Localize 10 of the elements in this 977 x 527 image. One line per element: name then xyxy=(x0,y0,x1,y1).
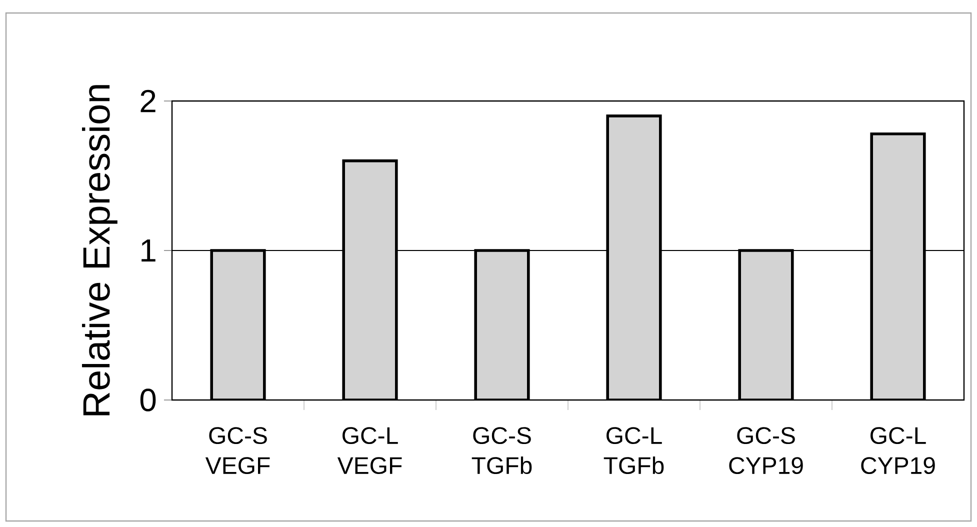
x-tick-label: GC-S TGFb xyxy=(472,427,532,474)
x-tick-label: GC-S CYP19 xyxy=(729,427,803,474)
x-tick-label: GC-L TGFb xyxy=(604,427,664,474)
x-tick-label: GC-L VEGF xyxy=(337,427,402,474)
y-axis-title: Relative Expression xyxy=(82,85,118,416)
x-tick-label: GC-S VEGF xyxy=(205,427,270,474)
x-tick-label: GC-L CYP19 xyxy=(861,427,935,474)
y-tick-label: 2 xyxy=(140,90,156,112)
y-tick-label: 0 xyxy=(140,388,156,412)
y-tick-label: 1 xyxy=(142,239,156,262)
